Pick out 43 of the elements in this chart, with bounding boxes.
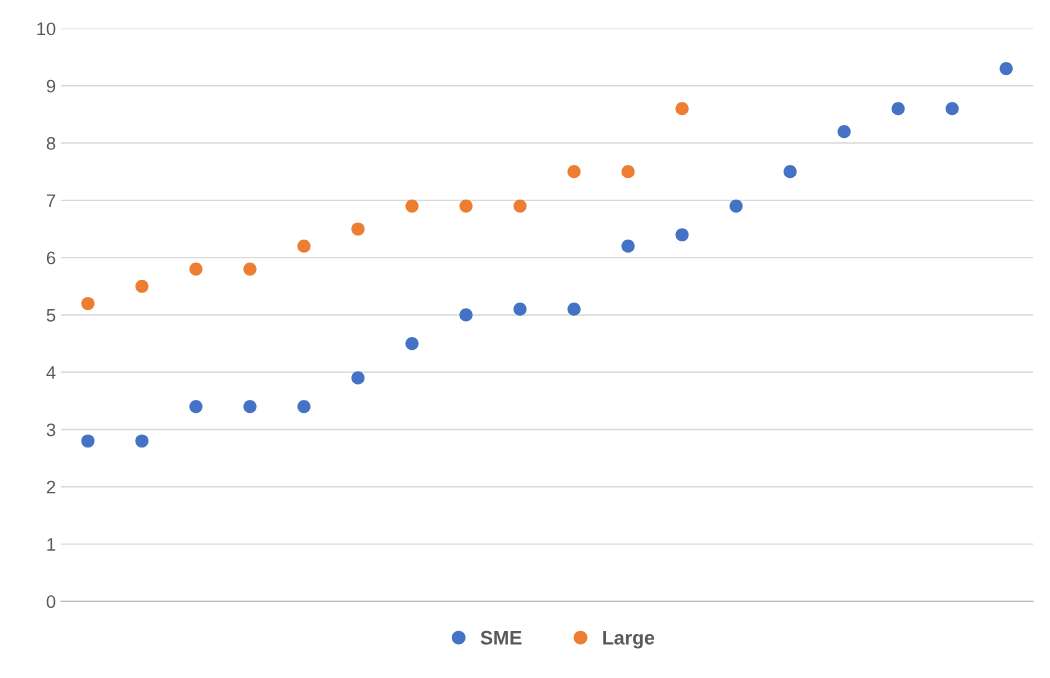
y-tick-label: 0 bbox=[46, 595, 56, 609]
point bbox=[189, 262, 203, 276]
point bbox=[135, 279, 149, 293]
point bbox=[567, 165, 581, 179]
y-tick-label: 10 bbox=[37, 22, 56, 36]
point bbox=[621, 239, 635, 253]
point bbox=[81, 434, 95, 448]
point bbox=[459, 308, 473, 322]
point bbox=[729, 199, 743, 213]
point bbox=[243, 262, 257, 276]
point bbox=[351, 371, 365, 385]
point bbox=[459, 199, 473, 213]
point bbox=[513, 302, 527, 316]
y-tick-label: 9 bbox=[46, 79, 56, 93]
legend-label: Large bbox=[603, 631, 655, 649]
point bbox=[675, 102, 689, 116]
point bbox=[135, 434, 149, 448]
y-tick-label: 8 bbox=[46, 136, 56, 150]
point bbox=[243, 400, 257, 414]
y-tick-label: 2 bbox=[46, 480, 56, 494]
point bbox=[999, 61, 1013, 76]
legend-label: SME bbox=[480, 630, 522, 645]
y-tick-label: 5 bbox=[46, 309, 56, 322]
y-tick-label: 1 bbox=[47, 538, 56, 551]
point bbox=[621, 165, 635, 179]
point bbox=[567, 302, 581, 316]
y-tick-label: 3 bbox=[46, 423, 56, 437]
point bbox=[405, 336, 419, 351]
y-tick-label: 4 bbox=[46, 366, 56, 379]
point bbox=[783, 165, 797, 179]
point bbox=[81, 296, 95, 311]
y-tick-label: 7 bbox=[46, 194, 56, 207]
point bbox=[891, 102, 905, 116]
point bbox=[837, 125, 851, 139]
point bbox=[513, 199, 527, 213]
point bbox=[297, 239, 311, 253]
point bbox=[297, 400, 311, 414]
point bbox=[189, 400, 203, 414]
point bbox=[351, 222, 365, 236]
point bbox=[675, 228, 689, 242]
y-tick-label: 6 bbox=[46, 251, 56, 265]
point bbox=[405, 199, 419, 213]
point bbox=[945, 102, 959, 116]
